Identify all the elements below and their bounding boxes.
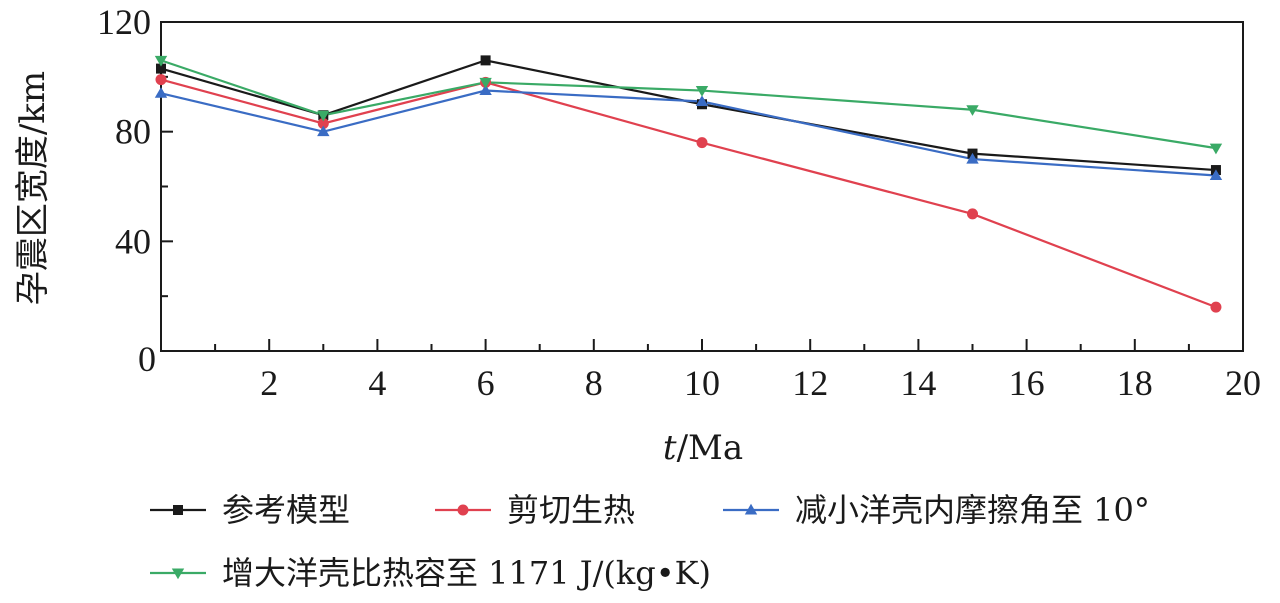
x-tick-label: 8 bbox=[585, 363, 603, 403]
series-2-point bbox=[967, 208, 978, 220]
series-3-point bbox=[317, 125, 330, 137]
series-3-point bbox=[1209, 169, 1223, 181]
x-tick-label: 4 bbox=[368, 363, 386, 403]
plot-frame bbox=[160, 21, 1244, 352]
chart-axes bbox=[160, 21, 1244, 352]
series-4-point bbox=[154, 55, 168, 67]
series-line-2 bbox=[160, 78, 1217, 309]
series-2-point bbox=[155, 74, 167, 86]
series-2-point bbox=[1210, 301, 1222, 313]
legend-item: 减小洋壳内摩擦角至 10° bbox=[723, 491, 1150, 529]
legend-marker bbox=[171, 568, 185, 580]
x-tick-label: 18 bbox=[1117, 363, 1153, 403]
series-line-4 bbox=[160, 59, 1217, 150]
series-3-point bbox=[479, 84, 492, 96]
series-2-point bbox=[317, 117, 329, 129]
x-tick-label: 12 bbox=[792, 363, 828, 403]
x-tick-label: 14 bbox=[900, 363, 936, 403]
legend-marker bbox=[457, 504, 469, 516]
series-4-point bbox=[1209, 143, 1223, 155]
x-axis-label-italic: t bbox=[663, 428, 677, 468]
x-tick-label: 0 bbox=[138, 339, 156, 379]
chart-series-markers bbox=[154, 55, 1223, 313]
chart-ticks: 2 4 6 8 10 12 14 16 18 20 0 40 80 120 bbox=[97, 2, 1261, 403]
x-tick-label: 10 bbox=[684, 363, 720, 403]
legend-item: 剪切生热 bbox=[435, 491, 635, 529]
x-tick-label: 2 bbox=[260, 363, 278, 403]
legend-label: 剪切生热 bbox=[507, 491, 635, 529]
legend-item: 增大洋壳比热容至 1171 J/(kg•K) bbox=[150, 554, 711, 592]
legend-marker bbox=[744, 503, 758, 515]
x-axis-label: t/Ma bbox=[663, 428, 743, 468]
series-3-point bbox=[695, 95, 709, 107]
legend-label: 增大洋壳比热容至 1171 J/(kg•K) bbox=[222, 554, 711, 592]
chart-series-lines bbox=[160, 59, 1217, 309]
x-axis-label-unit: /Ma bbox=[677, 428, 744, 468]
y-tick-label: 40 bbox=[115, 221, 151, 261]
series-4-point bbox=[479, 77, 492, 89]
series-1-point bbox=[480, 55, 491, 66]
y-tick-label: 80 bbox=[115, 112, 151, 152]
series-3-point bbox=[154, 87, 168, 98]
series-4-point bbox=[317, 110, 330, 122]
legend-label: 减小洋壳内摩擦角至 10° bbox=[795, 491, 1150, 529]
x-tick-label: 6 bbox=[477, 363, 495, 403]
series-3-point bbox=[966, 152, 979, 164]
y-tick-label: 120 bbox=[97, 2, 151, 42]
series-line-1 bbox=[160, 59, 1217, 172]
series-line-3 bbox=[160, 89, 1217, 177]
legend-label: 参考模型 bbox=[222, 491, 350, 529]
series-1-point bbox=[156, 63, 166, 74]
x-tick-label: 16 bbox=[1009, 363, 1045, 403]
series-4-point bbox=[966, 105, 979, 116]
legend-marker bbox=[173, 505, 183, 515]
chart-legend: 参考模型 剪切生热 减小洋壳内摩擦角至 10° 增大洋壳比热容至 1171 J/(kg… bbox=[150, 491, 1150, 592]
series-4-point bbox=[695, 86, 709, 97]
x-tick-label: 20 bbox=[1225, 363, 1261, 403]
series-2-point bbox=[696, 137, 708, 149]
y-axis-label: 孕震区宽度/km bbox=[13, 71, 53, 305]
legend-item: 参考模型 bbox=[150, 491, 350, 529]
